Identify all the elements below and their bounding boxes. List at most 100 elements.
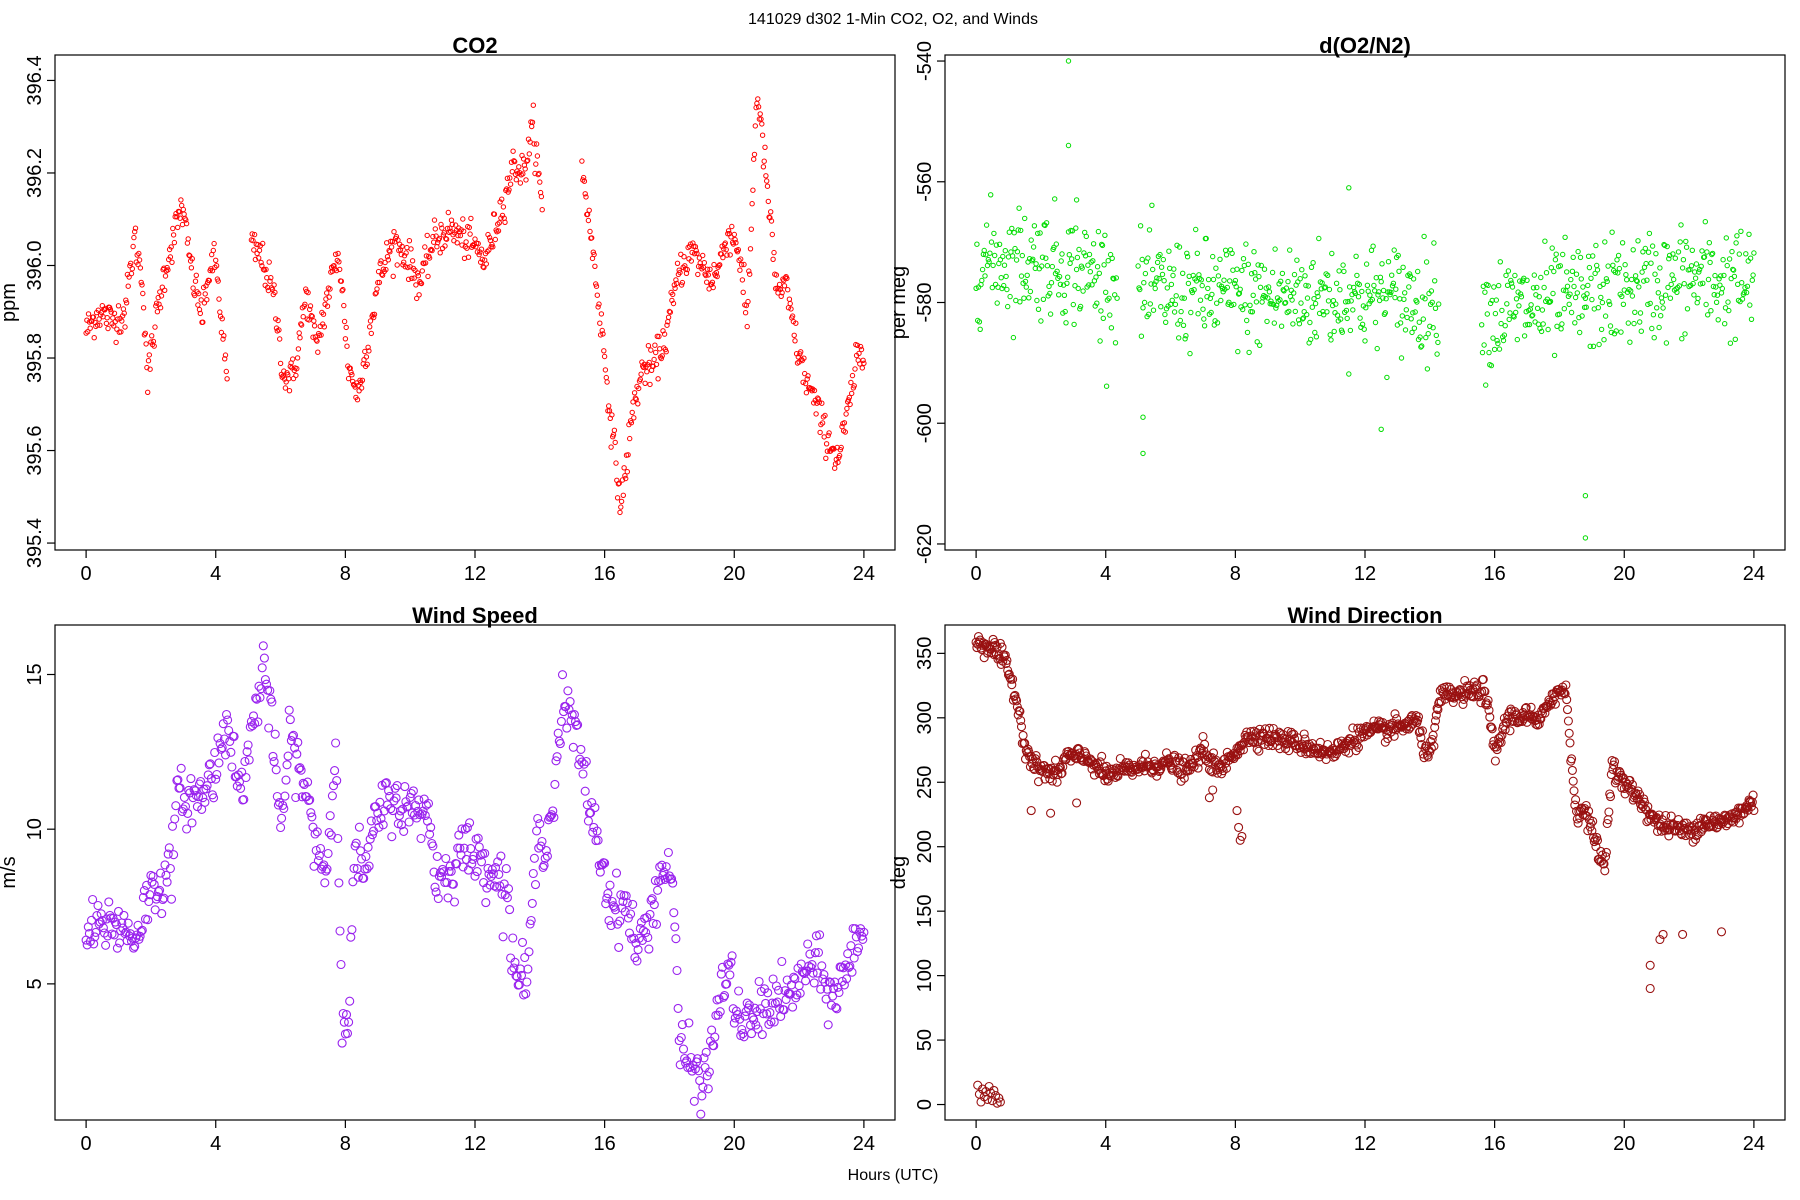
co2-data-point bbox=[811, 387, 818, 394]
wind-speed-data-point bbox=[756, 986, 766, 997]
wind-speed-data-point bbox=[844, 962, 854, 972]
o2-n2-data-point bbox=[1707, 259, 1713, 266]
co2-data-point bbox=[842, 429, 848, 435]
wind-speed-data-point bbox=[226, 747, 236, 757]
o2-n2-data-point bbox=[1247, 302, 1253, 308]
wind-direction-data-point bbox=[1487, 724, 1497, 734]
wind-speed-data-point bbox=[460, 824, 470, 834]
co2-data-point bbox=[367, 318, 374, 324]
o2-n2-data-point bbox=[1359, 288, 1365, 295]
wind-direction-data-point bbox=[1478, 674, 1488, 684]
wind-speed-data-point bbox=[213, 733, 223, 743]
o2-n2-data-point bbox=[1291, 271, 1298, 278]
co2-data-point bbox=[403, 250, 409, 256]
o2-n2-data-point bbox=[1739, 296, 1746, 302]
o2-n2-data-point bbox=[1389, 283, 1396, 289]
o2-n2-data-point bbox=[1201, 316, 1207, 322]
wind-speed-data-point bbox=[523, 964, 533, 974]
o2-n2-data-point bbox=[1057, 281, 1064, 287]
co2-data-point bbox=[119, 318, 125, 324]
o2-n2-data-point bbox=[1201, 323, 1208, 329]
wind-direction-data-point bbox=[1057, 768, 1067, 778]
wind-speed-data-point bbox=[485, 880, 495, 890]
o2-n2-data-point bbox=[1627, 339, 1633, 345]
co2-data-point bbox=[789, 313, 796, 319]
wind-direction-data-point bbox=[1198, 731, 1208, 742]
o2-n2-data-point bbox=[1163, 319, 1169, 325]
wind-speed-data-point bbox=[292, 749, 302, 759]
o2-n2-data-point bbox=[1081, 250, 1087, 256]
co2-data-point bbox=[483, 261, 489, 267]
o2-n2-data-point bbox=[1278, 323, 1285, 329]
wind-speed-data-point bbox=[556, 716, 566, 726]
co2-data-point bbox=[612, 439, 618, 446]
wind-direction-title: Wind Direction bbox=[1287, 603, 1442, 628]
co2-data-point bbox=[290, 356, 296, 362]
co2-data-point bbox=[694, 250, 700, 257]
co2-data-point bbox=[606, 403, 612, 409]
wind-speed-data-point bbox=[587, 798, 597, 808]
co2-data-point bbox=[497, 199, 503, 205]
o2-n2-data-point bbox=[1751, 250, 1757, 256]
o2-n2-data-point bbox=[1065, 58, 1072, 64]
wind-direction-data-point bbox=[1565, 738, 1575, 748]
o2-n2-data-point bbox=[1589, 296, 1595, 303]
co2-data-point bbox=[443, 236, 450, 242]
o2-n2-data-point bbox=[1623, 272, 1629, 278]
o2-n2-data-point bbox=[1669, 272, 1675, 278]
co2-data-point bbox=[746, 268, 752, 274]
co2-data-point bbox=[603, 374, 609, 381]
wind-speed-data-point bbox=[331, 738, 341, 748]
wind-speed-data-point bbox=[689, 1096, 699, 1106]
co2-data-point bbox=[722, 240, 728, 246]
wind-speed-x-tick-label: 20 bbox=[723, 1133, 745, 1155]
wind-speed-data-point bbox=[348, 877, 358, 887]
wind-speed-data-point bbox=[703, 1084, 713, 1094]
o2-n2-data-point bbox=[1701, 254, 1708, 260]
co2-data-point bbox=[418, 280, 425, 287]
wind-speed-data-point bbox=[581, 756, 591, 767]
wind-speed-data-point bbox=[709, 1041, 719, 1051]
wind-speed-data-point bbox=[402, 802, 412, 812]
wind-speed-data-point bbox=[527, 898, 537, 908]
co2-data-point bbox=[348, 369, 354, 375]
co2-data-point bbox=[758, 116, 764, 122]
o2-n2-data-point bbox=[1305, 283, 1312, 289]
wind-direction-data-point bbox=[986, 648, 997, 658]
co2-data-point bbox=[836, 452, 843, 459]
wind-speed-data-point bbox=[858, 934, 868, 944]
o2-n2-data-point bbox=[1664, 243, 1670, 250]
o2-n2-y-tick-label: -560 bbox=[914, 162, 936, 202]
o2-n2-data-point bbox=[1112, 340, 1119, 346]
o2-n2-data-point bbox=[979, 266, 986, 273]
wind-speed-data-point bbox=[727, 951, 737, 961]
co2-data-point bbox=[272, 289, 278, 296]
o2-n2-data-point bbox=[1298, 300, 1304, 306]
wind-speed-data-point bbox=[574, 760, 584, 770]
wind-speed-data-point bbox=[653, 885, 663, 895]
wind-direction-data-point bbox=[1605, 792, 1616, 802]
o2-n2-data-point bbox=[1743, 289, 1750, 296]
o2-n2-data-point bbox=[1652, 271, 1658, 277]
co2-data-point bbox=[596, 301, 602, 307]
co2-data-point bbox=[90, 314, 97, 320]
wind-speed-data-point bbox=[219, 734, 229, 744]
co2-data-point bbox=[331, 263, 337, 269]
o2-n2-data-point bbox=[1639, 269, 1645, 275]
o2-n2-data-point bbox=[1232, 277, 1239, 284]
o2-n2-data-point bbox=[1412, 309, 1418, 315]
wind-speed-data-point bbox=[323, 848, 333, 859]
wind-speed-data-point bbox=[823, 1020, 833, 1030]
o2-n2-data-point bbox=[1141, 280, 1147, 286]
o2-n2-data-point bbox=[1252, 276, 1259, 282]
wind-direction-data-point bbox=[1026, 806, 1036, 816]
o2-n2-data-point bbox=[1705, 276, 1712, 283]
wind-direction-data-point bbox=[1600, 866, 1610, 876]
o2-n2-data-point bbox=[1384, 374, 1390, 381]
co2-data-point bbox=[813, 411, 819, 417]
co2-data-point bbox=[631, 415, 637, 421]
wind-direction-data-point bbox=[1140, 749, 1150, 759]
wind-speed-data-point bbox=[480, 848, 490, 858]
o2-n2-data-point bbox=[1334, 312, 1341, 318]
co2-data-point bbox=[759, 121, 765, 127]
